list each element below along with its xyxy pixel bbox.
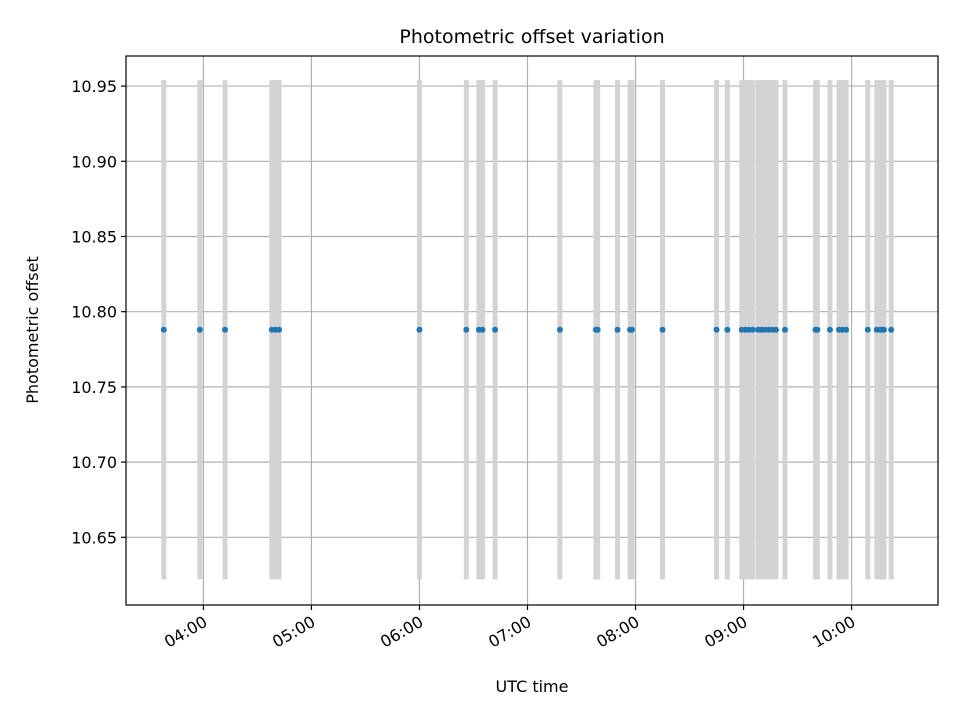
- y-tick-label: 10.75: [71, 378, 117, 397]
- data-point: [749, 326, 756, 333]
- y-tick-label: 10.85: [71, 227, 117, 246]
- y-tick-label: 10.80: [71, 303, 117, 322]
- data-point: [594, 326, 601, 333]
- data-point: [772, 326, 779, 333]
- data-point: [826, 326, 833, 333]
- data-point: [160, 326, 167, 333]
- data-point: [196, 326, 203, 333]
- data-point: [276, 326, 283, 333]
- y-tick-label: 10.90: [71, 152, 117, 171]
- y-axis-title: Photometric offset: [23, 256, 42, 404]
- chart-title: Photometric offset variation: [399, 26, 664, 48]
- data-point: [222, 326, 229, 333]
- data-point: [713, 326, 720, 333]
- data-point: [463, 326, 470, 333]
- data-point: [880, 326, 887, 333]
- y-tick-label: 10.95: [71, 77, 117, 96]
- data-point: [614, 326, 621, 333]
- data-point: [814, 326, 821, 333]
- data-point: [888, 326, 895, 333]
- y-tick-label: 10.70: [71, 453, 117, 472]
- point-layer: [160, 326, 895, 333]
- data-point: [843, 326, 850, 333]
- data-point: [416, 326, 423, 333]
- data-point: [659, 326, 666, 333]
- data-point: [628, 326, 635, 333]
- y-tick-label: 10.65: [71, 528, 117, 547]
- data-point: [864, 326, 871, 333]
- plot-frame: [125, 55, 939, 606]
- data-point: [556, 326, 563, 333]
- x-axis-title: UTC time: [496, 677, 569, 696]
- data-point: [479, 326, 486, 333]
- data-point: [492, 326, 499, 333]
- data-point: [724, 326, 731, 333]
- data-point: [781, 326, 788, 333]
